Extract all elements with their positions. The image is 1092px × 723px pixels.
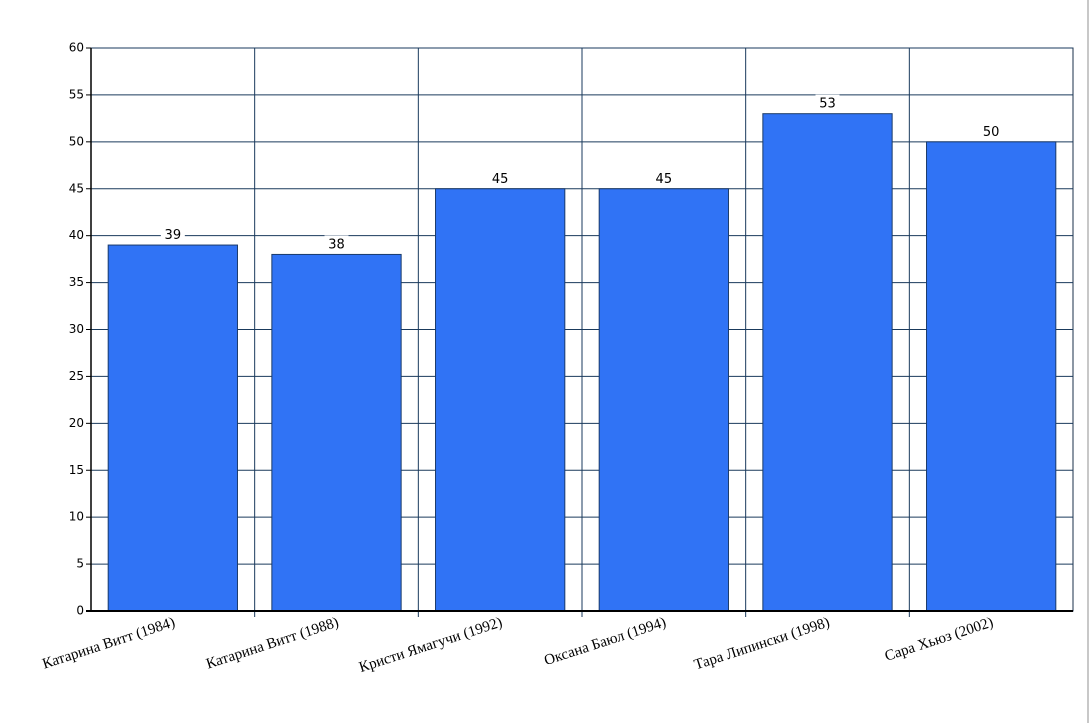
y-tick-label: 5	[76, 557, 84, 571]
value-label-bg	[324, 235, 349, 253]
value-label-bg	[160, 226, 185, 244]
value-label-bg	[815, 94, 840, 112]
bar	[107, 244, 238, 612]
y-tick-label: 30	[69, 322, 84, 336]
y-tick-label: 0	[76, 604, 84, 618]
value-label: 50	[983, 125, 1000, 140]
y-tick-label: 45	[69, 181, 84, 195]
bar	[271, 253, 402, 612]
bar	[435, 188, 566, 612]
value-label: 38	[328, 237, 345, 252]
y-tick-label: 35	[69, 275, 84, 289]
value-label-bg	[979, 122, 1004, 140]
value-label-bg	[651, 169, 676, 187]
y-tick-label: 15	[69, 463, 84, 477]
value-label: 53	[819, 97, 836, 112]
y-tick-label: 55	[69, 87, 84, 101]
y-tick-label: 20	[69, 416, 84, 430]
bar	[598, 188, 729, 612]
y-tick-label: 25	[69, 369, 84, 383]
value-label: 45	[656, 172, 673, 187]
bar	[762, 113, 893, 612]
value-label: 45	[492, 172, 509, 187]
y-tick-label: 60	[69, 41, 84, 55]
y-tick-label: 10	[69, 510, 84, 524]
value-label-bg	[488, 169, 513, 187]
bar	[926, 141, 1057, 612]
value-label: 39	[165, 228, 182, 243]
y-tick-label: 40	[69, 228, 84, 242]
y-tick-label: 50	[69, 134, 84, 148]
